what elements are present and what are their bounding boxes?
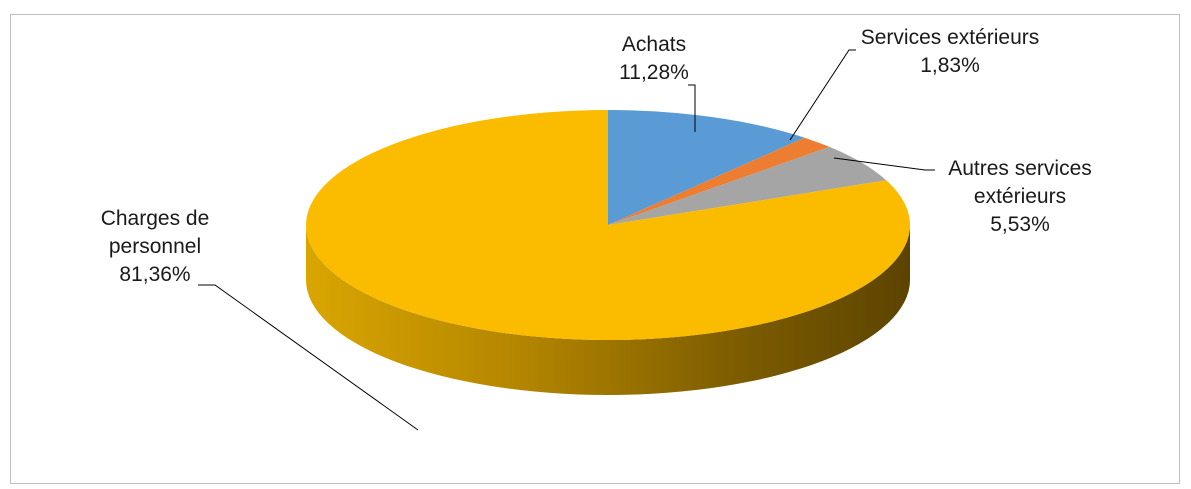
data-label-charges-personnel: Charges de personnel 81,36% — [80, 205, 230, 289]
slice-name-services-exterieurs: Services extérieurs — [830, 24, 1070, 52]
slice-name-autres-services-line1: Autres services — [930, 155, 1110, 183]
data-label-autres-services: Autres services extérieurs 5,53% — [930, 155, 1110, 239]
slice-name-charges-line1: Charges de — [80, 205, 230, 233]
pie-top-layer — [306, 110, 910, 340]
slice-name-achats: Achats — [594, 31, 714, 59]
slice-percent-achats: 11,28% — [594, 59, 714, 87]
data-label-achats: Achats 11,28% — [594, 31, 714, 87]
slice-name-charges-line2: personnel — [80, 233, 230, 261]
slice-percent-services-exterieurs: 1,83% — [830, 52, 1070, 80]
slice-percent-charges: 81,36% — [80, 261, 230, 289]
data-label-services-exterieurs: Services extérieurs 1,83% — [830, 24, 1070, 80]
slice-name-autres-services-line2: extérieurs — [930, 183, 1110, 211]
slice-percent-autres-services: 5,53% — [930, 211, 1110, 239]
